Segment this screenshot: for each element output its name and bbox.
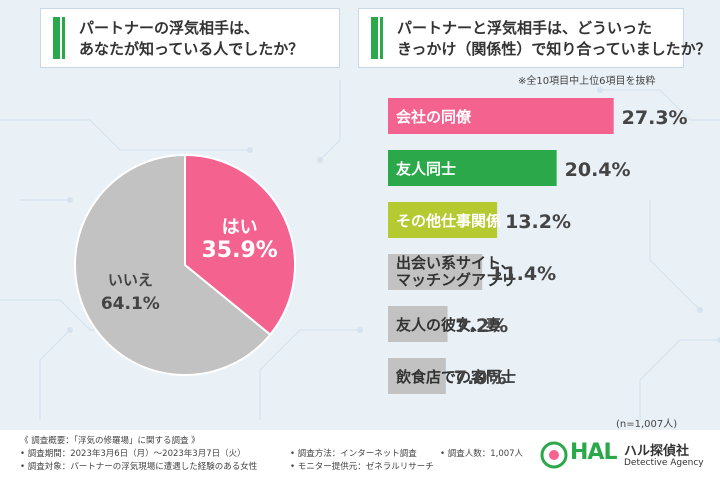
bar-label-5: 飲食店での客同士 — [395, 368, 516, 386]
sample-size-note: (n=1,007人) — [616, 419, 678, 430]
bar-label-3: 出会い系サイト、マッチングアプリ — [396, 254, 516, 289]
bar-label-2: その他仕事関係 — [396, 212, 501, 230]
left-question-line2: あなたが知っている人でしたか？ — [79, 40, 304, 58]
footer-method: • 調査方法：インターネット調査 — [290, 449, 417, 459]
bar-0 — [388, 98, 614, 134]
bar-value-2: 13.2% — [505, 211, 571, 233]
bar-1 — [388, 150, 557, 186]
pie-slice-value-1: 64.1% — [101, 294, 160, 314]
footer-period: • 調査期間：2023年3月6日（月）～2023年3月7日（火） — [20, 449, 246, 459]
footer-count: • 調査人数：1,007人 — [440, 449, 524, 459]
bar-label-4: 友人の彼女、妻 — [396, 316, 501, 334]
logo-mark — [540, 441, 568, 469]
bar-4 — [388, 306, 448, 342]
bar-2 — [388, 202, 498, 238]
logo-english-name: Detective Agency — [624, 458, 704, 468]
footer-title: 《 調査概要：「浮気の修羅場」に関する調査 》 — [20, 436, 200, 446]
bar-value-4: 7.2% — [456, 315, 509, 337]
footer-target: • 調査対象：パートナーの浮気現場に遭遇した経験のある女性 — [20, 462, 258, 472]
bar-5 — [388, 358, 446, 394]
pie-slice-label-1: いいえ — [108, 271, 153, 289]
pie-slice-0 — [184, 153, 296, 336]
accent-bar-thin — [62, 17, 65, 59]
logo-company-name: ハル探偵社 — [624, 444, 690, 459]
right-question-line1: パートナーと浮気相手は、どういった — [397, 19, 653, 37]
selection-note: ※全10項目中上位6項目を抜粋 — [518, 76, 656, 87]
left-question-box: パートナーの浮気相手は、 あなたが知っている人でしたか？ — [40, 8, 340, 68]
bar-value-5: 7.0% — [454, 367, 507, 389]
bar-value-0: 27.3% — [622, 107, 688, 129]
bar-label-0: 会社の同僚 — [396, 108, 472, 126]
left-question-line1: パートナーの浮気相手は、 — [79, 19, 260, 37]
bar-3 — [388, 254, 483, 290]
bar-label-1: 友人同士 — [396, 160, 456, 178]
survey-footer: 《 調査概要：「浮気の修羅場」に関する調査 》 • 調査期間：2023年3月6日… — [0, 430, 720, 480]
pie-slice-value-0: 35.9% — [201, 238, 277, 263]
accent-bar-thin — [380, 17, 383, 59]
accent-bar — [371, 17, 378, 59]
accent-bar — [53, 17, 60, 59]
right-question-box: パートナーと浮気相手は、どういった きっかけ（関係性）で知り合っていましたか？ — [358, 8, 711, 68]
footer-provider: • モニター提供元：ゼネラルリサーチ — [290, 462, 434, 472]
right-question-line2: きっかけ（関係性）で知り合っていましたか？ — [397, 40, 711, 58]
bar-value-1: 20.4% — [565, 159, 631, 181]
bar-value-3: 11.4% — [490, 263, 556, 285]
logo-hal-text: HAL — [570, 440, 617, 465]
pie-slice-label-0: はい — [222, 217, 258, 238]
bar-chart: 会社の同僚 27.3% 友人同士 20.4% その他仕事関係 13.2% 出会い系サイト、マ… — [388, 98, 688, 394]
pie-slice-1 — [74, 153, 272, 376]
